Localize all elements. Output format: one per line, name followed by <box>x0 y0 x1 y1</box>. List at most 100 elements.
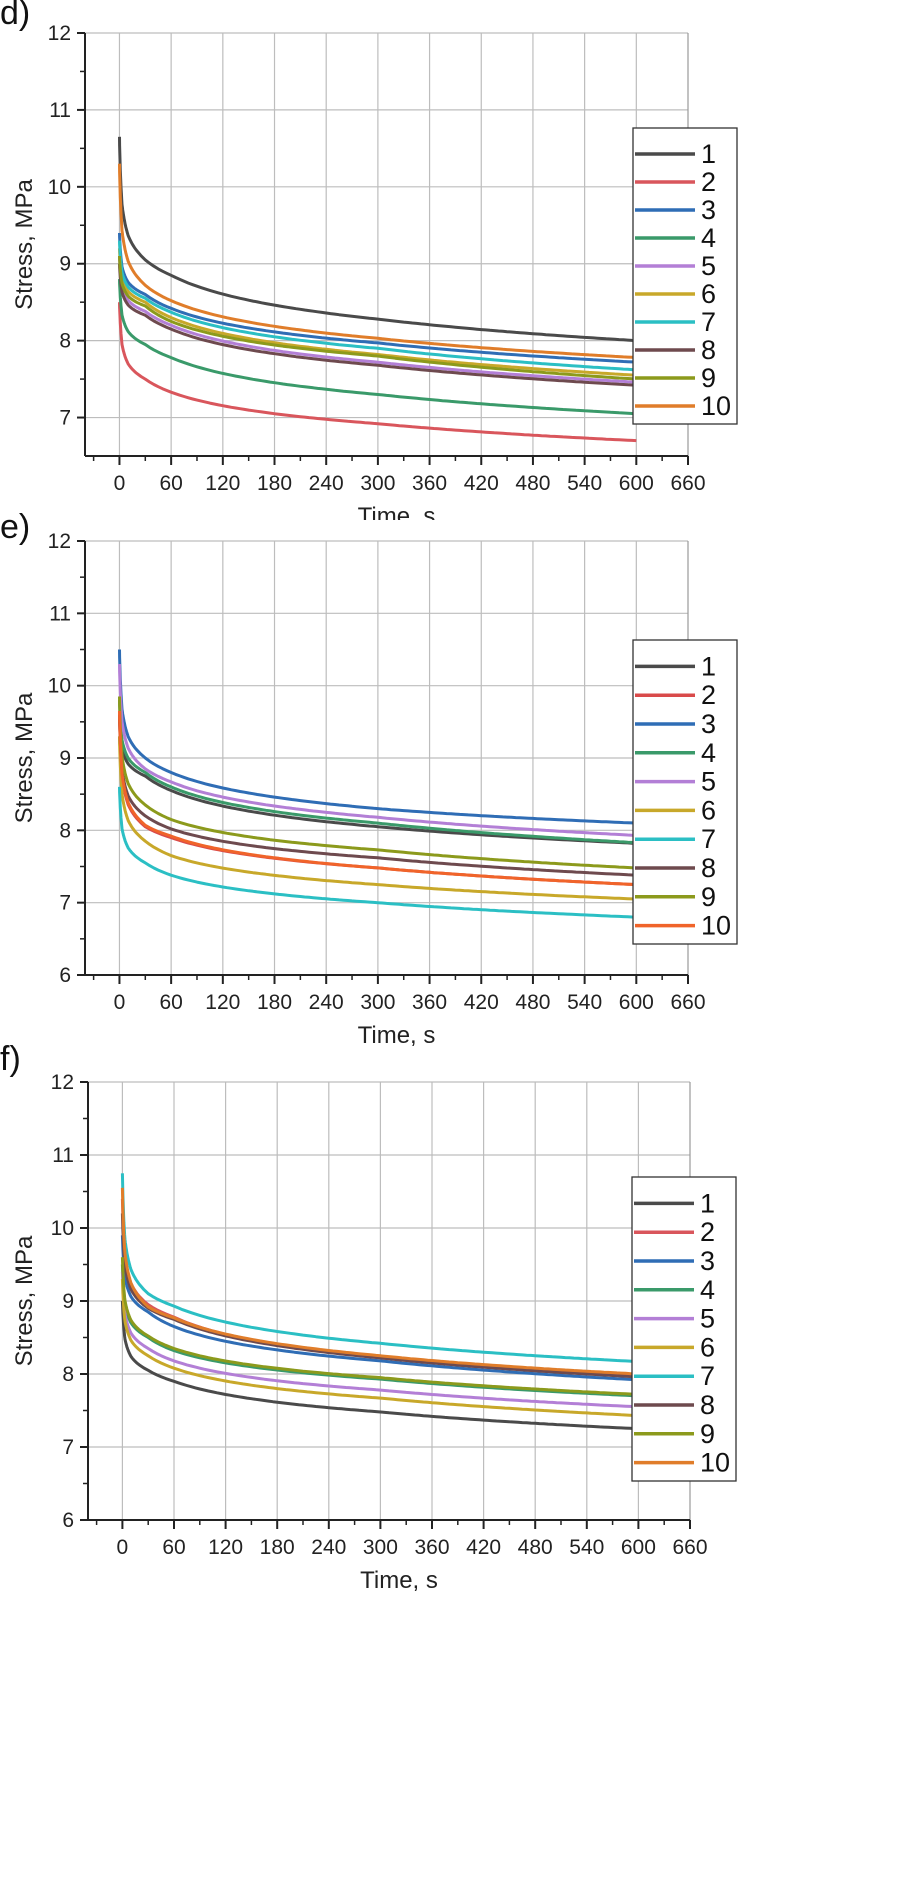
x-tick-label: 120 <box>208 1536 243 1559</box>
y-tick-label: 8 <box>59 819 71 842</box>
y-axis-title: Stress, MPa <box>11 179 38 310</box>
y-tick-label: 12 <box>48 530 71 553</box>
series-line-1 <box>120 1300 639 1431</box>
y-tick-label: 12 <box>51 1071 74 1094</box>
series-line-9 <box>118 255 637 381</box>
legend-label-4: 4 <box>700 1275 715 1305</box>
series-line-6 <box>118 248 637 377</box>
series-line-8 <box>120 1213 639 1379</box>
series-line-3 <box>118 232 637 364</box>
y-tick-label: 7 <box>59 407 71 430</box>
y-tick-label: 12 <box>48 22 71 45</box>
x-tick-label: 180 <box>260 1536 295 1559</box>
y-tick-label: 8 <box>59 330 71 353</box>
legend-label-9: 9 <box>701 363 716 393</box>
legend-box <box>632 639 738 945</box>
series-line-5 <box>120 1271 639 1409</box>
series-line-7 <box>118 786 637 919</box>
panel-label-f: f) <box>0 1040 21 1078</box>
x-tick-label: 360 <box>412 991 447 1014</box>
series-line-1 <box>118 714 637 845</box>
x-tick-label: 480 <box>518 1536 553 1559</box>
legend-box <box>632 127 738 425</box>
series-line-6 <box>120 1279 639 1418</box>
legend-label-8: 8 <box>701 335 716 365</box>
x-tick-label: 60 <box>162 1536 185 1559</box>
series-line-5 <box>118 255 637 384</box>
x-axis-title: Time, s <box>358 503 436 520</box>
legend-label-3: 3 <box>700 1246 715 1276</box>
x-tick-label: 300 <box>363 1536 398 1559</box>
x-tick-label: 300 <box>360 991 395 1014</box>
legend-label-9: 9 <box>700 1419 715 1449</box>
x-tick-label: 0 <box>114 991 126 1014</box>
x-tick-label: 540 <box>567 472 602 495</box>
legend-label-7: 7 <box>701 824 716 854</box>
x-tick-label: 60 <box>159 472 182 495</box>
y-tick-label: 6 <box>62 1509 74 1532</box>
panel-label-e: e) <box>0 508 31 546</box>
series-line-10 <box>120 1187 639 1376</box>
series-line-6 <box>118 736 637 901</box>
x-tick-label: 540 <box>567 991 602 1014</box>
series-line-2 <box>118 302 637 443</box>
x-tick-label: 240 <box>309 472 344 495</box>
y-tick-label: 10 <box>51 1217 74 1240</box>
legend-label-5: 5 <box>701 251 716 281</box>
x-tick-label: 120 <box>205 472 240 495</box>
legend-label-6: 6 <box>701 279 716 309</box>
series-line-9 <box>120 1257 639 1396</box>
x-tick-label: 420 <box>464 991 499 1014</box>
legend-label-4: 4 <box>701 223 716 253</box>
legend-label-2: 2 <box>701 167 716 197</box>
legend-label-2: 2 <box>701 680 716 710</box>
x-tick-label: 240 <box>309 991 344 1014</box>
legend-label-7: 7 <box>701 307 716 337</box>
y-tick-label: 11 <box>49 99 71 122</box>
x-tick-label: 240 <box>311 1536 346 1559</box>
series-line-7 <box>120 1173 639 1364</box>
x-tick-label: 660 <box>670 991 705 1014</box>
x-tick-label: 300 <box>360 472 395 495</box>
legend-label-1: 1 <box>700 1188 715 1218</box>
x-tick-label: 360 <box>414 1536 449 1559</box>
legend-label-6: 6 <box>700 1332 715 1362</box>
legend-label-10: 10 <box>700 1448 730 1478</box>
x-tick-label: 600 <box>621 1536 656 1559</box>
legend-label-5: 5 <box>701 767 716 797</box>
legend-label-3: 3 <box>701 709 716 739</box>
x-tick-label: 600 <box>619 991 654 1014</box>
x-axis-title: Time, s <box>358 1022 436 1049</box>
y-tick-label: 9 <box>59 747 71 770</box>
series-line-10 <box>118 710 637 887</box>
x-tick-label: 60 <box>159 991 182 1014</box>
legend-label-10: 10 <box>701 391 731 421</box>
x-tick-label: 0 <box>114 472 126 495</box>
y-tick-label: 7 <box>59 892 71 915</box>
legend-label-4: 4 <box>701 738 716 768</box>
series-line-4 <box>118 700 637 845</box>
y-tick-label: 9 <box>62 1290 74 1313</box>
x-tick-label: 540 <box>569 1536 604 1559</box>
series-line-8 <box>118 263 637 387</box>
y-tick-label: 7 <box>62 1436 74 1459</box>
x-axis-title: Time, s <box>360 1567 438 1594</box>
y-tick-label: 8 <box>62 1363 74 1386</box>
panel-label-d: d) <box>0 0 31 32</box>
y-tick-label: 10 <box>48 675 71 698</box>
x-tick-label: 420 <box>466 1536 501 1559</box>
legend-label-8: 8 <box>701 853 716 883</box>
x-tick-label: 660 <box>672 1536 707 1559</box>
series-line-7 <box>118 240 637 372</box>
legend-label-2: 2 <box>700 1217 715 1247</box>
x-tick-label: 420 <box>464 472 499 495</box>
legend-box <box>631 1176 737 1482</box>
x-tick-label: 180 <box>257 472 292 495</box>
legend-label-5: 5 <box>700 1304 715 1334</box>
series-line-5 <box>118 663 637 837</box>
